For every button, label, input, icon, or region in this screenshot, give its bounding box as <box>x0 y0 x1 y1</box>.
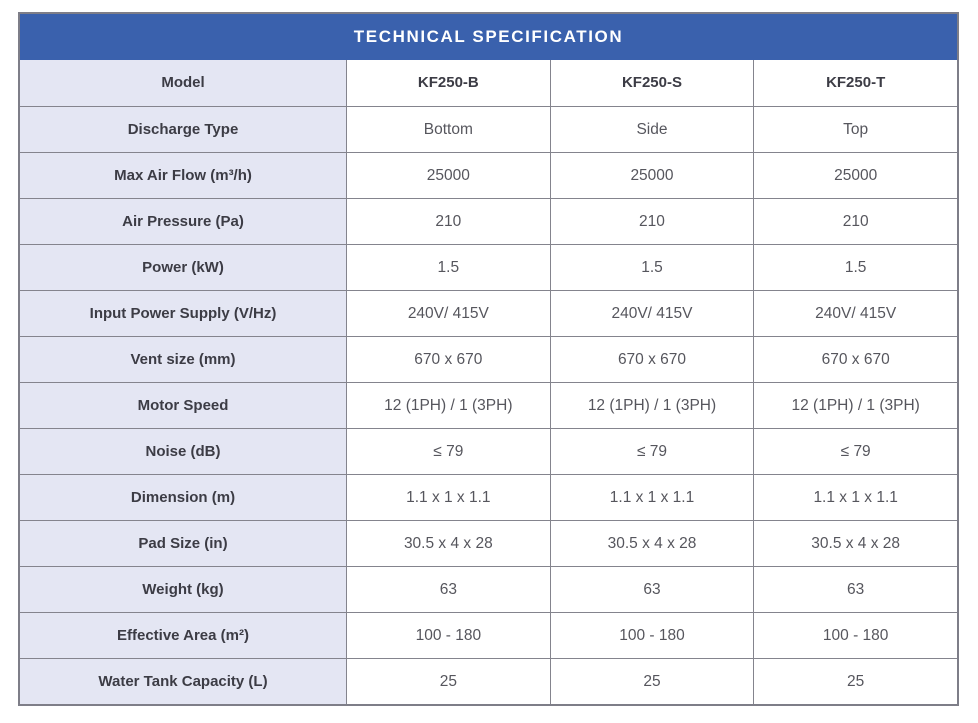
row-label: Noise (dB) <box>20 429 346 474</box>
model-name-kf250-b: KF250-B <box>346 60 550 106</box>
spec-rows-container: Discharge Type Bottom Side Top Max Air Flow … <box>20 106 957 704</box>
row-value: 12 (1PH) / 1 (3PH) <box>549 383 754 428</box>
row-value: 240V/ 415V <box>549 291 754 336</box>
row-value: 12 (1PH) / 1 (3PH) <box>346 383 550 428</box>
row-label: Input Power Supply (V/Hz) <box>20 291 346 336</box>
table-row: Water Tank Capacity (L) 25 25 25 <box>20 658 957 704</box>
row-value: 30.5 x 4 x 28 <box>549 521 754 566</box>
row-value: 25 <box>346 659 550 704</box>
row-value: 25 <box>753 659 957 704</box>
row-label: Water Tank Capacity (L) <box>20 659 346 704</box>
row-value: ≤ 79 <box>346 429 550 474</box>
row-label: Weight (kg) <box>20 567 346 612</box>
row-value: ≤ 79 <box>753 429 957 474</box>
spec-table: TECHNICAL SPECIFICATION Model KF250-B KF… <box>18 12 959 706</box>
row-value: 63 <box>346 567 550 612</box>
row-value: ≤ 79 <box>549 429 754 474</box>
table-title-bar: TECHNICAL SPECIFICATION <box>20 14 957 60</box>
row-value: 63 <box>753 567 957 612</box>
row-value: 1.5 <box>346 245 550 290</box>
row-value: 1.5 <box>753 245 957 290</box>
row-label: Discharge Type <box>20 107 346 152</box>
row-value: 63 <box>549 567 754 612</box>
table-row: Input Power Supply (V/Hz) 240V/ 415V 240V/… <box>20 290 957 336</box>
row-value: 100 - 180 <box>346 613 550 658</box>
row-value: 25000 <box>753 153 957 198</box>
row-value: 670 x 670 <box>549 337 754 382</box>
row-label: Power (kW) <box>20 245 346 290</box>
row-value: 210 <box>346 199 550 244</box>
table-row: Noise (dB) ≤ 79 ≤ 79 ≤ 79 <box>20 428 957 474</box>
model-name-kf250-s: KF250-S <box>549 60 754 106</box>
table-row: Vent size (mm) 670 x 670 670 x 670 670 x 67… <box>20 336 957 382</box>
model-header-label: Model <box>20 60 346 106</box>
row-value: 30.5 x 4 x 28 <box>753 521 957 566</box>
model-header-row: Model KF250-B KF250-S KF250-T <box>20 60 957 106</box>
row-value: 12 (1PH) / 1 (3PH) <box>753 383 957 428</box>
row-label: Motor Speed <box>20 383 346 428</box>
row-value: 25 <box>549 659 754 704</box>
row-value: 670 x 670 <box>346 337 550 382</box>
row-label: Vent size (mm) <box>20 337 346 382</box>
row-value: 30.5 x 4 x 28 <box>346 521 550 566</box>
table-row: Discharge Type Bottom Side Top <box>20 106 957 152</box>
row-label: Effective Area (m²) <box>20 613 346 658</box>
table-row: Air Pressure (Pa) 210 210 210 <box>20 198 957 244</box>
row-value: 240V/ 415V <box>346 291 550 336</box>
row-value: 210 <box>753 199 957 244</box>
row-value: 25000 <box>549 153 754 198</box>
table-row: Pad Size (in) 30.5 x 4 x 28 30.5 x 4 x 28 3… <box>20 520 957 566</box>
row-label: Air Pressure (Pa) <box>20 199 346 244</box>
row-value: 670 x 670 <box>753 337 957 382</box>
row-value: 1.5 <box>549 245 754 290</box>
row-value: 1.1 x 1 x 1.1 <box>753 475 957 520</box>
table-row: Power (kW) 1.5 1.5 1.5 <box>20 244 957 290</box>
row-value: Top <box>753 107 957 152</box>
table-row: Weight (kg) 63 63 63 <box>20 566 957 612</box>
row-value: 1.1 x 1 x 1.1 <box>346 475 550 520</box>
row-value: Bottom <box>346 107 550 152</box>
row-value: 1.1 x 1 x 1.1 <box>549 475 754 520</box>
row-value: Side <box>549 107 754 152</box>
table-row: Dimension (m) 1.1 x 1 x 1.1 1.1 x 1 x 1.1 1… <box>20 474 957 520</box>
table-row: Max Air Flow (m³/h) 25000 25000 25000 <box>20 152 957 198</box>
row-label: Dimension (m) <box>20 475 346 520</box>
row-value: 100 - 180 <box>549 613 754 658</box>
row-label: Max Air Flow (m³/h) <box>20 153 346 198</box>
model-name-kf250-t: KF250-T <box>753 60 957 106</box>
row-value: 240V/ 415V <box>753 291 957 336</box>
row-label: Pad Size (in) <box>20 521 346 566</box>
row-value: 210 <box>549 199 754 244</box>
table-title: TECHNICAL SPECIFICATION <box>353 27 624 46</box>
row-value: 100 - 180 <box>753 613 957 658</box>
row-value: 25000 <box>346 153 550 198</box>
table-row: Motor Speed 12 (1PH) / 1 (3PH) 12 (1PH) / … <box>20 382 957 428</box>
table-row: Effective Area (m²) 100 - 180 100 - 180 100… <box>20 612 957 658</box>
